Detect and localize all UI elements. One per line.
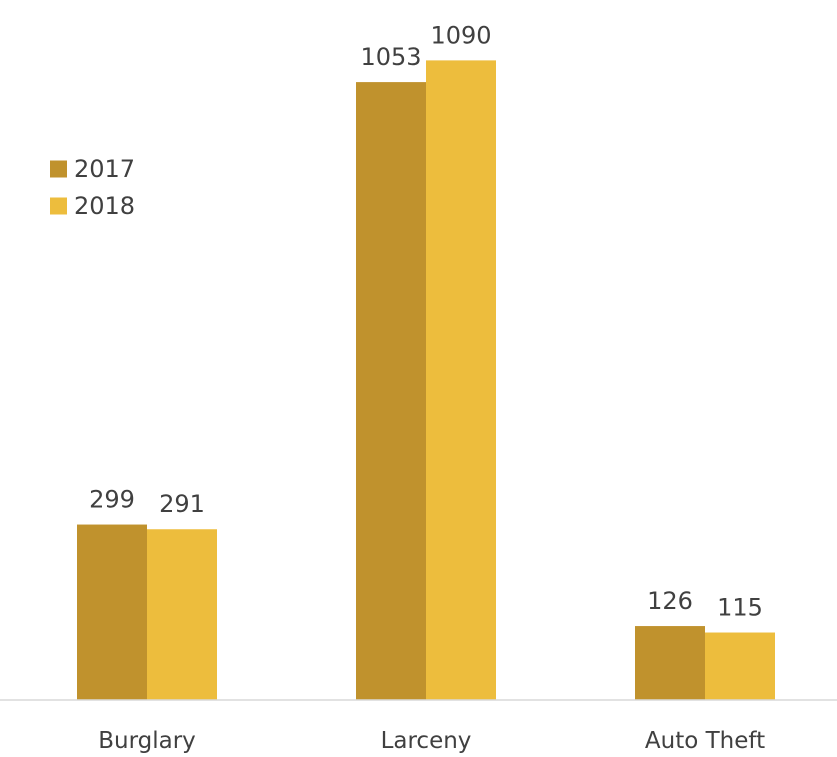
legend-label-2017: 2017 <box>74 155 135 183</box>
legend: 2017 2018 <box>50 155 135 220</box>
bar-larceny-2017 <box>356 82 426 700</box>
x-tick-label-auto-theft: Auto Theft <box>645 728 765 754</box>
data-label-burglary-2017: 299 <box>89 486 135 514</box>
bar-burglary-2018 <box>147 529 217 700</box>
x-tick-label-larceny: Larceny <box>381 728 472 754</box>
bar-burglary-2017 <box>77 524 147 700</box>
bar-larceny-2018 <box>426 60 496 700</box>
data-label-burglary-2018: 291 <box>159 490 205 518</box>
bars-layer <box>77 60 775 700</box>
bar-auto-theft-2018 <box>705 632 775 700</box>
data-labels-layer: 299 291 1053 1090 126 115 <box>89 21 763 621</box>
legend-swatch-2017 <box>50 160 67 178</box>
x-tick-labels-layer: Burglary Larceny Auto Theft <box>98 728 765 754</box>
legend-item-2018: 2018 <box>50 192 135 220</box>
legend-item-2017: 2017 <box>50 155 135 183</box>
legend-swatch-2018 <box>50 197 67 215</box>
data-label-auto-theft-2017: 126 <box>647 587 693 615</box>
data-label-larceny-2017: 1053 <box>360 43 421 71</box>
bar-auto-theft-2017 <box>635 626 705 700</box>
data-label-larceny-2018: 1090 <box>430 21 491 49</box>
data-label-auto-theft-2018: 115 <box>717 594 763 622</box>
legend-label-2018: 2018 <box>74 192 135 220</box>
x-tick-label-burglary: Burglary <box>98 728 196 754</box>
